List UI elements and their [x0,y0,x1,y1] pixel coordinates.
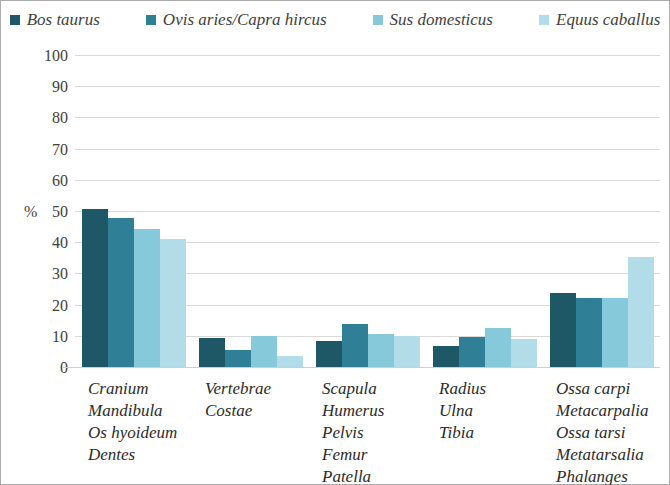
category-label-line: Vertebrae [205,378,309,400]
legend-item-equus-caballus: Equus caballus [539,10,660,30]
legend-label: Ovis aries/Capra hircus [163,10,327,30]
bar-equus-caballus [160,239,186,368]
bar-group-radius [426,56,543,368]
category-label-line: Costae [205,400,309,422]
bar-ovis-aries-capra-hircus [576,298,602,368]
bar-equus-caballus [628,257,654,368]
category-label-line: Metatarsalia [556,444,660,466]
bar-sus-domesticus [251,336,277,368]
y-tick-label: 80 [30,110,68,126]
bar-bos-taurus [433,346,459,368]
bar-group-vertebrae [192,56,309,368]
legend-label: Equus caballus [556,10,660,30]
category-label-line: Ulna [439,400,543,422]
bar-groups [75,56,660,368]
category-label-line: Humerus [322,400,426,422]
y-tick-label: 70 [30,142,68,158]
category-label-line: Phalanges [556,466,660,485]
bar-sus-domesticus [602,298,628,368]
bar-equus-caballus [394,336,420,368]
bar-ovis-aries-capra-hircus [225,350,251,368]
y-tick-label: 100 [30,48,68,64]
category-label-line: Patella [322,466,426,485]
category-label-line: Os hyoideum [88,422,192,444]
bar-bos-taurus [199,338,225,368]
bar-sus-domesticus [134,229,160,368]
y-tick-label: 60 [30,173,68,189]
bar-bos-taurus [82,209,108,368]
category-label-line: Metacarpalia [556,400,660,422]
category-label-line: Pelvis [322,422,426,444]
bar-bos-taurus [550,293,576,368]
bar-bos-taurus [316,341,342,368]
category-label-line: Dentes [88,444,192,466]
category-label-line: Cranium [88,378,192,400]
category-label-ossa-carpi: Ossa carpiMetacarpaliaOssa tarsiMetatars… [543,378,660,485]
legend-swatch-icon [146,15,156,25]
bar-group-cranium [75,56,192,368]
y-tick-label: 20 [30,298,68,314]
category-label-radius: RadiusUlnaTibia [426,378,543,485]
legend-item-bos-taurus: Bos taurus [10,10,100,30]
legend-item-ovis-aries-capra-hircus: Ovis aries/Capra hircus [146,10,327,30]
y-tick-label: 40 [30,235,68,251]
legend-label: Bos taurus [27,10,100,30]
legend: Bos taurus Ovis aries/Capra hircus Sus dom… [0,8,670,32]
y-tick-label: 30 [30,266,68,282]
x-axis-category-labels: CraniumMandibulaOs hyoideumDentesVertebr… [75,378,660,485]
y-tick-label: 50 [30,204,68,220]
y-tick-label: 10 [30,329,68,345]
category-label-line: Radius [439,378,543,400]
legend-swatch-icon [539,15,549,25]
category-label-line: Tibia [439,422,543,444]
bar-group-ossa-carpi [543,56,660,368]
category-label-cranium: CraniumMandibulaOs hyoideumDentes [75,378,192,485]
category-label-line: Mandibula [88,400,192,422]
bar-ovis-aries-capra-hircus [108,218,134,368]
bar-ovis-aries-capra-hircus [459,337,485,368]
plot-area [75,56,660,368]
legend-label: Sus domesticus [390,10,493,30]
category-label-line: Ossa carpi [556,378,660,400]
bar-sus-domesticus [368,334,394,368]
y-tick-label: 0 [30,360,68,376]
category-label-vertebrae: VertebraeCostae [192,378,309,485]
bar-sus-domesticus [485,328,511,368]
bar-equus-caballus [511,339,537,368]
legend-swatch-icon [10,15,20,25]
bar-ovis-aries-capra-hircus [342,324,368,368]
category-label-scapula: ScapulaHumerusPelvisFemurPatella [309,378,426,485]
bar-group-scapula [309,56,426,368]
x-axis-line [62,367,660,368]
y-tick-label: 90 [30,79,68,95]
legend-item-sus-domesticus: Sus domesticus [373,10,493,30]
category-label-line: Femur [322,444,426,466]
category-label-line: Ossa tarsi [556,422,660,444]
legend-swatch-icon [373,15,383,25]
category-label-line: Scapula [322,378,426,400]
